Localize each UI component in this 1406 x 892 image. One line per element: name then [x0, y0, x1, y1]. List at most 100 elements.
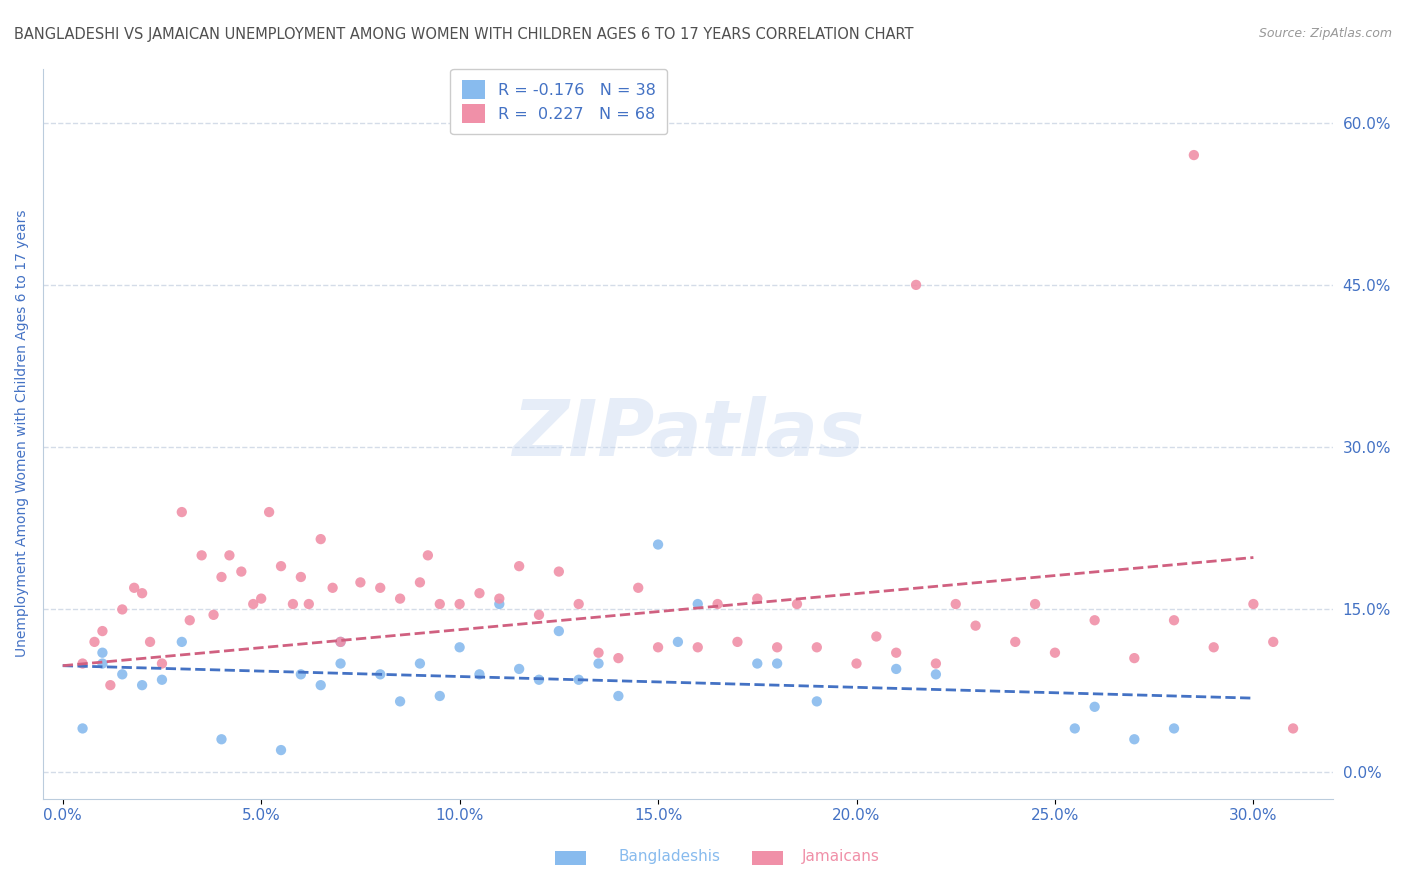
Point [1241, 597, 1264, 611]
Point [607, 651, 630, 665]
Point [389, 694, 412, 708]
Point [449, 640, 471, 655]
Point [884, 662, 907, 676]
Point [270, 743, 292, 757]
Point [131, 678, 153, 692]
Point [747, 591, 769, 606]
Point [547, 624, 569, 638]
Point [329, 635, 352, 649]
Point [131, 586, 153, 600]
Point [349, 575, 371, 590]
Text: BANGLADESHI VS JAMAICAN UNEMPLOYMENT AMONG WOMEN WITH CHILDREN AGES 6 TO 17 YEAR: BANGLADESHI VS JAMAICAN UNEMPLOYMENT AMO… [14, 27, 914, 42]
Point [150, 657, 173, 671]
Point [845, 657, 868, 671]
Legend: R = -0.176   N = 38, R =  0.227   N = 68: R = -0.176 N = 38, R = 0.227 N = 68 [450, 70, 668, 134]
Point [218, 549, 240, 563]
Point [1063, 722, 1085, 736]
Point [865, 630, 887, 644]
Point [468, 586, 491, 600]
Point [588, 657, 610, 671]
Point [1123, 651, 1146, 665]
Point [666, 635, 689, 649]
Point [91, 657, 114, 671]
Point [211, 570, 233, 584]
Point [508, 559, 530, 574]
Point [91, 646, 114, 660]
Point [416, 549, 439, 563]
Point [368, 667, 391, 681]
Point [190, 549, 212, 563]
Point [527, 673, 550, 687]
Point [281, 597, 304, 611]
Point [111, 602, 134, 616]
Point [242, 597, 264, 611]
Point [647, 640, 669, 655]
Point [409, 575, 432, 590]
Point [170, 505, 193, 519]
Point [170, 635, 193, 649]
Point [1182, 148, 1205, 162]
Point [389, 591, 412, 606]
Point [607, 689, 630, 703]
Point [72, 722, 94, 736]
Point [527, 607, 550, 622]
Point [1163, 722, 1185, 736]
Point [322, 581, 344, 595]
Point [547, 565, 569, 579]
Point [290, 667, 312, 681]
Point [1084, 699, 1107, 714]
Point [270, 559, 292, 574]
Point [588, 646, 610, 660]
Point [806, 694, 828, 708]
Point [211, 732, 233, 747]
Text: Jamaicans: Jamaicans [801, 849, 879, 863]
Point [290, 570, 312, 584]
Text: Source: ZipAtlas.com: Source: ZipAtlas.com [1258, 27, 1392, 40]
Point [202, 607, 225, 622]
Point [647, 537, 669, 551]
Point [747, 657, 769, 671]
Point [1084, 613, 1107, 627]
Point [508, 662, 530, 676]
Point [111, 667, 134, 681]
Point [686, 640, 709, 655]
Point [884, 646, 907, 660]
Point [945, 597, 967, 611]
Point [1282, 722, 1305, 736]
Point [806, 640, 828, 655]
Point [449, 597, 471, 611]
Point [488, 597, 510, 611]
Point [250, 591, 273, 606]
Point [1004, 635, 1026, 649]
Point [786, 597, 808, 611]
Point [98, 678, 121, 692]
Point [1263, 635, 1285, 649]
Point [83, 635, 105, 649]
Point [257, 505, 280, 519]
Point [686, 597, 709, 611]
Point [309, 678, 332, 692]
Point [1123, 732, 1146, 747]
Point [1202, 640, 1225, 655]
Point [429, 597, 451, 611]
Text: Bangladeshis: Bangladeshis [619, 849, 721, 863]
Text: ZIPatlas: ZIPatlas [512, 396, 863, 472]
Y-axis label: Unemployment Among Women with Children Ages 6 to 17 years: Unemployment Among Women with Children A… [15, 210, 30, 657]
Point [925, 657, 948, 671]
Point [409, 657, 432, 671]
Point [122, 581, 145, 595]
Point [468, 667, 491, 681]
Point [488, 591, 510, 606]
Point [91, 624, 114, 638]
Point [150, 673, 173, 687]
Point [568, 597, 591, 611]
Point [766, 640, 789, 655]
Point [965, 618, 987, 632]
Point [1043, 646, 1066, 660]
Point [139, 635, 162, 649]
Point [329, 657, 352, 671]
Point [368, 581, 391, 595]
Point [1163, 613, 1185, 627]
Point [706, 597, 728, 611]
Point [1024, 597, 1046, 611]
